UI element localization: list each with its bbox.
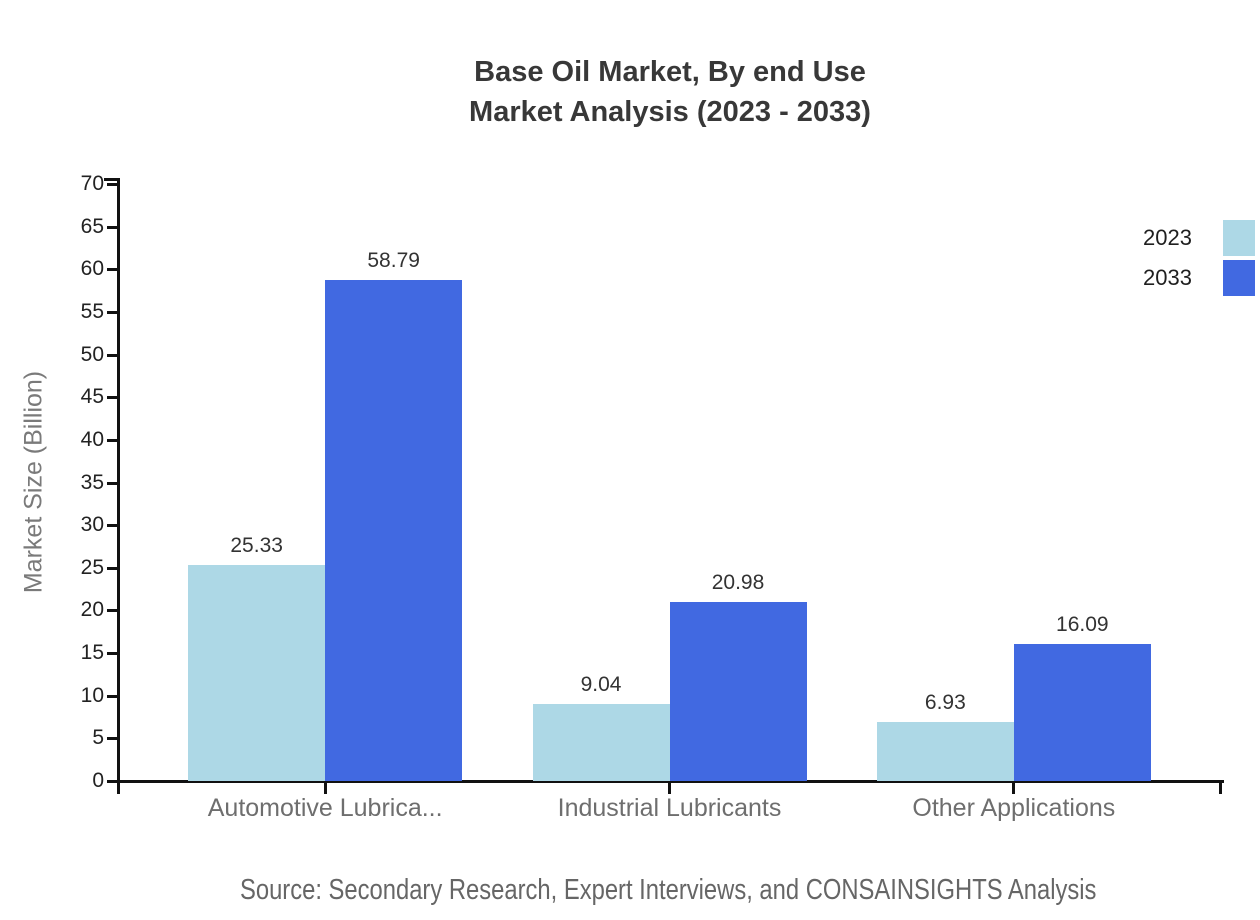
y-tick-label: 10 [80,683,104,707]
y-tick [107,396,119,400]
y-tick-label: 5 [92,726,104,750]
chart-title-line1: Base Oil Market, By end Use [474,56,866,88]
y-tick [107,438,119,442]
category-label: Automotive Lubrica... [207,794,443,822]
y-tick [107,737,119,741]
y-tick-label: 0 [92,769,104,792]
source-note: Source: Secondary Research, Expert Inter… [38,874,1260,907]
bar-value-label: 9.04 [580,672,622,696]
bar-value-label: 25.33 [230,533,283,557]
y-tick-label: 20 [80,598,104,622]
x-tick [323,781,327,794]
category-label: Industrial Lubricants [557,794,782,822]
legend-swatch [1223,260,1255,296]
y-tick [107,268,119,272]
y-tick [107,183,119,186]
chart-title-line2: Market Analysis (2023 - 2033) [469,96,871,128]
y-tick [107,225,119,229]
y-tick [107,310,119,314]
y-tick-label: 40 [80,427,104,451]
bar-value-label: 6.93 [924,690,966,714]
y-tick-label: 45 [80,385,104,409]
y-axis-line [117,178,120,794]
y-tick-label: 30 [80,513,104,537]
chart-title: Base Oil Market, By end Use Market Analy… [40,52,1260,132]
bar-value-label: 58.79 [367,248,420,272]
y-tick [107,652,119,656]
y-tick [107,780,119,783]
category-label: Other Applications [912,794,1116,822]
y-tick-label: 55 [80,299,104,323]
y-tick-label: 60 [80,257,104,281]
bar-value-label: 16.09 [1056,612,1109,636]
y-tick [107,694,119,698]
legend: 2023 2033 [1143,220,1255,300]
legend-label: 2033 [1143,265,1192,290]
y-tick-label: 25 [80,555,104,579]
x-tick [1012,781,1016,794]
y-tick-label: 65 [80,214,104,238]
legend-label: 2023 [1143,225,1192,250]
legend-item-2023: 2023 [1143,220,1255,256]
y-tick [107,609,119,613]
y-tick-label: 35 [80,470,104,494]
bar-value-label: 20.98 [711,571,765,595]
y-tick-label: 50 [80,342,104,366]
bar-2033-cat1 [669,602,807,781]
legend-swatch [1223,220,1255,256]
bar-2033-cat2 [1013,643,1151,781]
y-tick [107,481,119,485]
source-note-text: Source: Secondary Research, Expert Inter… [239,874,1097,906]
y-tick-label: 15 [80,641,104,665]
y-tick [107,353,119,357]
bar-2023-cat2 [876,721,1014,781]
y-tick-label: 70 [80,172,104,195]
bar-2023-cat0 [188,564,326,781]
y-tick [107,566,119,570]
y-axis-end-cap [104,178,117,181]
bar-2033-cat0 [325,279,463,781]
y-tick [107,524,119,528]
x-axis-end-cap [1219,781,1222,794]
x-tick [668,781,671,794]
bar-2023-cat1 [532,703,670,781]
legend-item-2033: 2033 [1143,260,1255,296]
